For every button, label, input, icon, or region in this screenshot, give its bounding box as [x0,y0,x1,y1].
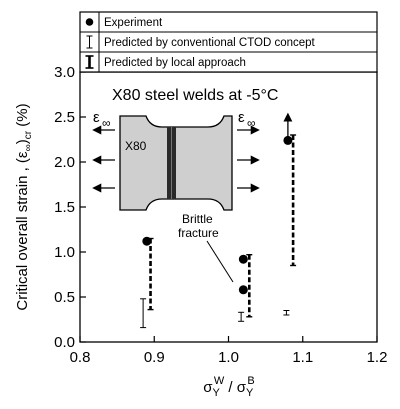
y-tick-labels: 0.0 0.5 1.0 1.5 2.0 2.5 3.0 [54,64,75,351]
brittle-label-line2: fracture [178,226,219,240]
local-approach-series [147,134,297,318]
x-ticks [79,336,378,342]
epsilon-right-label: ε [238,109,245,126]
x-tick-label: 1.2 [367,349,388,366]
x-tick-label: 1.1 [292,349,313,366]
y-ticks [80,71,86,343]
legend-local-marker [85,55,94,69]
y-tick-label: 2.5 [54,109,75,126]
experiment-point [238,285,248,295]
specimen-label: X80 [125,139,147,153]
y-axis-label: Critical overall strain , (ε∞)cr (%) [14,103,34,310]
y-tick-label: 0.0 [54,334,75,351]
x-tick-label: 0.9 [144,349,165,366]
legend-ctod-marker [86,35,93,49]
legend-label-experiment: Experiment [104,17,163,29]
y-tick-label: 1.0 [54,244,75,261]
y-tick-label: 3.0 [54,64,75,81]
brittle-fracture-annotation: Brittle fracture [178,212,234,283]
x-tick-labels: 0.8 0.9 1.0 1.1 1.2 [70,349,388,366]
experiment-point [283,135,293,145]
brittle-leader-line [206,240,234,283]
experiment-point [142,236,152,246]
legend: Experiment Predicted by conventional CTO… [79,11,378,73]
epsilon-right-subscript: ∞ [247,116,256,130]
y-tick-label: 1.5 [54,199,75,216]
epsilon-left-subscript: ∞ [102,116,111,130]
epsilon-left-label: ε [93,109,100,126]
chart-title: X80 steel welds at -5°C [112,87,278,104]
x-tick-label: 0.8 [70,349,91,366]
brittle-label-line1: Brittle [182,212,213,226]
x-axis-label: σYW / σYB [203,375,254,399]
experiment-series [142,112,293,295]
y-tick-label: 2.0 [54,154,75,171]
y-tick-label: 0.5 [54,289,75,306]
specimen-illustration: X80 ε ∞ ε ∞ [92,109,260,211]
legend-label-ctod: Predicted by conventional CTOD concept [104,37,316,49]
legend-experiment-marker [85,18,94,26]
load-arrows-right [237,125,260,193]
legend-label-local: Predicted by local approach [104,57,246,69]
experiment-point [238,254,248,264]
ctod-series [140,298,290,329]
x-tick-label: 1.0 [218,349,239,366]
load-arrows-left [92,125,115,193]
legend-frame [79,11,378,73]
